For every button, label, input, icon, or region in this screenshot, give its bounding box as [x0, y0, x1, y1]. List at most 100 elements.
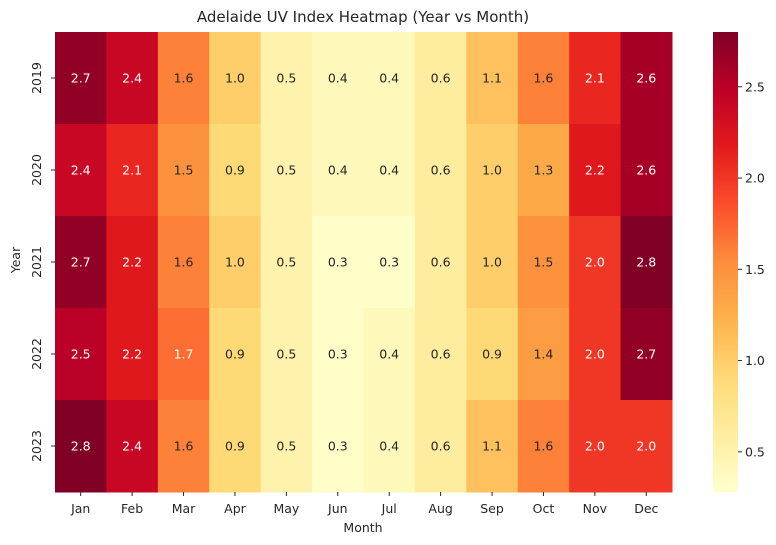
cell-value-label: 1.7: [174, 347, 194, 362]
x-tick-label: Jul: [381, 501, 397, 516]
heatmap-cell: [312, 32, 364, 125]
y-axis-label: Year: [8, 246, 23, 274]
heatmap-cell: [55, 124, 107, 217]
y-tick-label: 2019: [29, 62, 44, 94]
heatmap-cell: [517, 216, 570, 309]
cell-value-label: 1.5: [534, 255, 554, 270]
heatmap-cell: [414, 216, 467, 309]
heatmap-cell: [260, 216, 313, 309]
cell-value-label: 1.6: [534, 71, 554, 86]
heatmap-cell: [157, 124, 210, 217]
heatmap-cell: [363, 308, 416, 401]
cell-value-label: 0.9: [225, 439, 245, 454]
cell-value-label: 1.0: [225, 255, 245, 270]
colorbar-tick-label: 2.5: [745, 79, 765, 94]
cell-value-label: 2.5: [71, 347, 91, 362]
heatmap-cell: [157, 32, 210, 125]
cell-value-label: 1.0: [225, 71, 245, 86]
cell-value-label: 0.6: [431, 347, 451, 362]
heatmap-cell: [363, 400, 416, 493]
heatmap-cell: [157, 308, 210, 401]
heatmap-cell: [260, 32, 313, 125]
heatmap-cell: [209, 124, 262, 217]
heatmap-cell: [55, 308, 107, 401]
cell-value-label: 0.5: [276, 439, 296, 454]
cell-value-label: 1.6: [174, 71, 194, 86]
heatmap-cell: [209, 400, 262, 493]
colorbar-tick-label: 0.5: [745, 444, 765, 459]
y-tick-label: 2023: [29, 430, 44, 462]
cell-value-label: 2.0: [636, 439, 656, 454]
cell-value-label: 1.6: [534, 439, 554, 454]
heatmap-cell: [466, 308, 519, 401]
cell-value-label: 0.4: [379, 439, 399, 454]
heatmap-cell: [55, 216, 107, 309]
x-tick-label: Sep: [480, 501, 504, 516]
heatmap-cell: [414, 308, 467, 401]
cell-value-label: 0.4: [379, 347, 399, 362]
x-tick-label: Dec: [634, 501, 658, 516]
heatmap-cell: [620, 124, 673, 217]
x-tick-label: Oct: [533, 501, 555, 516]
heatmap-cell: [209, 216, 262, 309]
cell-value-label: 0.9: [225, 347, 245, 362]
heatmap-cell: [569, 216, 622, 309]
x-tick-label: May: [273, 501, 299, 516]
cell-value-label: 2.8: [636, 255, 656, 270]
heatmap-cell: [209, 32, 262, 125]
cell-value-label: 0.5: [276, 163, 296, 178]
heatmap-cell: [414, 124, 467, 217]
heatmap-cell: [106, 32, 159, 125]
cell-value-label: 2.2: [585, 163, 605, 178]
heatmap-cell: [517, 124, 570, 217]
cell-value-label: 0.5: [276, 347, 296, 362]
heatmap-cell: [517, 308, 570, 401]
heatmap-cell: [106, 400, 159, 493]
heatmap-cell: [312, 308, 364, 401]
x-tick-label: Apr: [224, 501, 246, 516]
cell-value-label: 0.4: [379, 71, 399, 86]
y-tick-label: 2022: [29, 338, 44, 370]
heatmap-cell: [209, 308, 262, 401]
cell-value-label: 0.9: [225, 163, 245, 178]
cell-value-label: 2.2: [122, 347, 142, 362]
cell-value-label: 0.6: [431, 255, 451, 270]
chart-title: Adelaide UV Index Heatmap (Year vs Month…: [197, 8, 529, 26]
cell-value-label: 2.0: [585, 439, 605, 454]
heatmap-cell: [363, 216, 416, 309]
heatmap-cell: [363, 32, 416, 125]
x-tick-label: Feb: [121, 501, 143, 516]
x-tick-label: Jan: [70, 501, 90, 516]
heatmap-cell: [414, 32, 467, 125]
heatmap-cell: [466, 400, 519, 493]
heatmap-cell: [260, 308, 313, 401]
cell-value-label: 0.9: [482, 347, 502, 362]
heatmap-cell: [106, 124, 159, 217]
cell-value-label: 0.3: [328, 255, 348, 270]
y-tick-label: 2021: [29, 246, 44, 278]
heatmap-cell: [620, 308, 673, 401]
x-axis-label: Month: [343, 520, 382, 535]
colorbar-tick-label: 1.5: [745, 262, 765, 277]
heatmap-cell: [569, 308, 622, 401]
cell-value-label: 2.7: [71, 255, 91, 270]
cell-value-label: 1.6: [174, 439, 194, 454]
heatmap-cell: [157, 216, 210, 309]
cell-value-label: 2.1: [122, 163, 142, 178]
heatmap-cell: [466, 124, 519, 217]
heatmap-cells: 2.7 2.4 1.6 1.0 0.5 0.4 0.4 0.6 1.1 1.6 2.1 2.6 2.4 2…: [55, 32, 673, 493]
cell-value-label: 0.5: [276, 255, 296, 270]
cell-value-label: 0.3: [328, 439, 348, 454]
heatmap-cell: [106, 308, 159, 401]
cell-value-label: 2.7: [636, 347, 656, 362]
cell-value-label: 1.1: [482, 439, 502, 454]
heatmap-cell: [466, 32, 519, 125]
cell-value-label: 1.0: [482, 255, 502, 270]
cell-value-label: 2.0: [585, 255, 605, 270]
heatmap-cell: [569, 32, 622, 125]
x-tick-label: Aug: [428, 501, 452, 516]
cell-value-label: 2.2: [122, 255, 142, 270]
colorbar-tick-label: 1.0: [745, 353, 765, 368]
heatmap-cell: [55, 32, 107, 125]
